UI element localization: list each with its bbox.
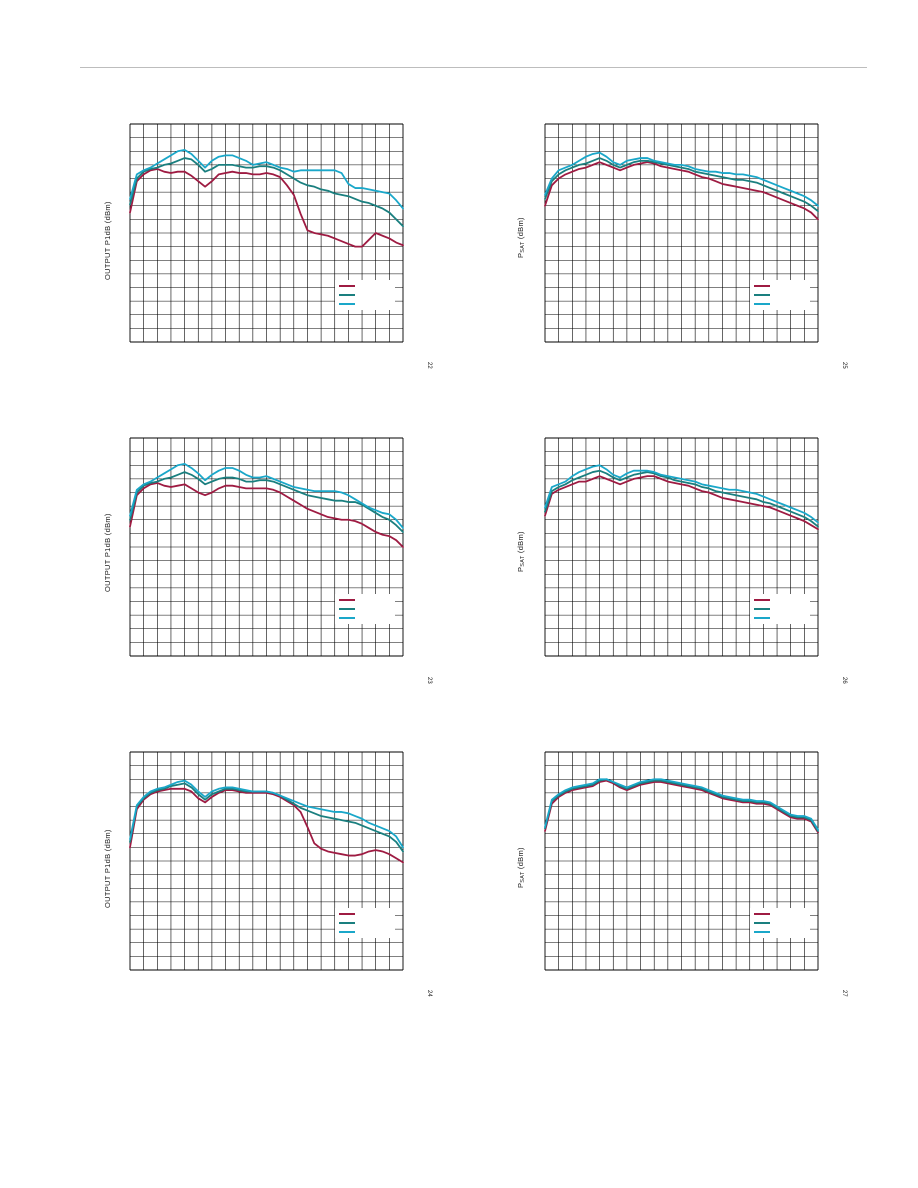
legend [750,280,810,310]
chart-middle-right [544,437,819,657]
y-axis-label: PSAT (dBm) [516,847,526,888]
series-line-3 [129,462,404,529]
series-line-2 [129,157,404,228]
series-line-1 [129,787,404,864]
chart-top-left [129,123,404,343]
figure-number: 27 [841,990,847,997]
figure-number: 24 [426,990,432,997]
series-line-3 [544,778,819,831]
legend [335,280,395,310]
y-axis-label: OUTPUT P1dB (dBm) [103,829,112,908]
grid [129,437,404,657]
series-line-1 [544,779,819,834]
y-axis-label: PSAT (dBm) [516,531,526,572]
series-line-3 [129,779,404,849]
y-axis-label: PSAT (dBm) [516,217,526,258]
legend [750,594,810,624]
header-rule [80,67,867,68]
legend [335,594,395,624]
chart-top-right [544,123,819,343]
series-line-2 [544,778,819,832]
chart-bottom-right [544,751,819,971]
series-line-3 [544,151,819,207]
figure-number: 25 [841,362,847,369]
chart-middle-left [129,437,404,657]
figure-number: 26 [841,677,847,684]
figure-number: 22 [426,362,432,369]
grid [544,123,819,343]
series-line-2 [129,471,404,533]
series-line-2 [544,157,819,213]
figure-number: 23 [426,677,432,684]
y-axis-label: OUTPUT P1dB (dBm) [103,201,112,280]
legend [335,908,395,938]
series-line-2 [544,469,819,528]
legend [750,908,810,938]
y-axis-label: OUTPUT P1dB (dBm) [103,513,112,592]
chart-bottom-left [129,751,404,971]
series-line-1 [544,475,819,531]
series-line-1 [544,161,819,221]
series-line-3 [129,148,404,210]
series-line-1 [129,168,404,248]
grid [544,437,819,657]
series-line-3 [544,464,819,524]
series-line-1 [129,482,404,548]
